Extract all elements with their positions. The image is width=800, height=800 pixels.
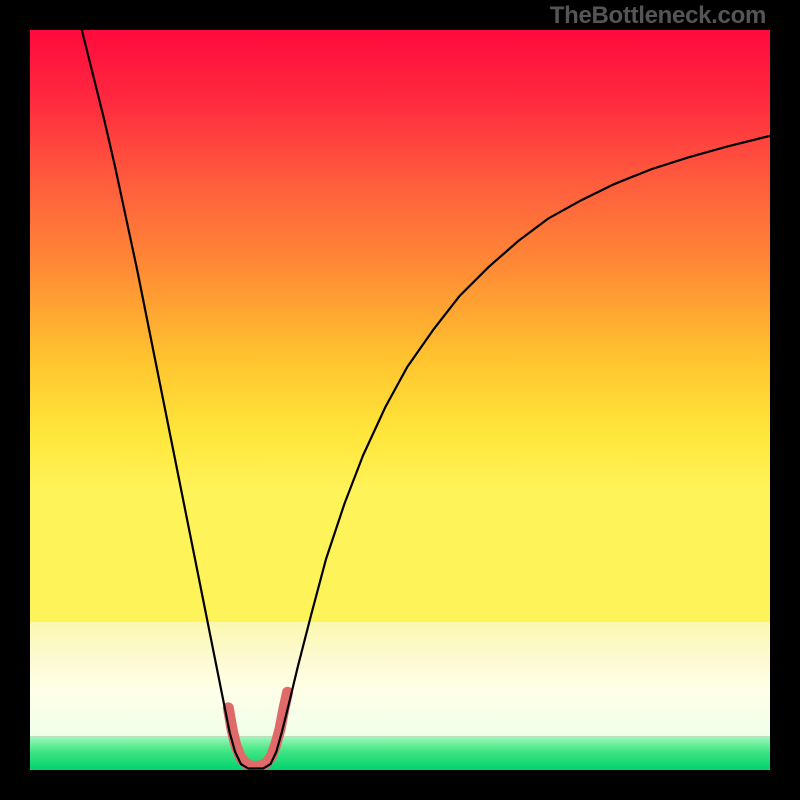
watermark-text: TheBottleneck.com: [550, 2, 766, 30]
bg-gradient-green-strip: [30, 737, 770, 770]
plot-area: [30, 30, 770, 770]
bg-gradient-main: [30, 30, 770, 622]
bg-gradient-pale-band: [30, 622, 770, 737]
plot-svg: [30, 30, 770, 770]
outer-frame: TheBottleneck.com: [0, 0, 800, 800]
